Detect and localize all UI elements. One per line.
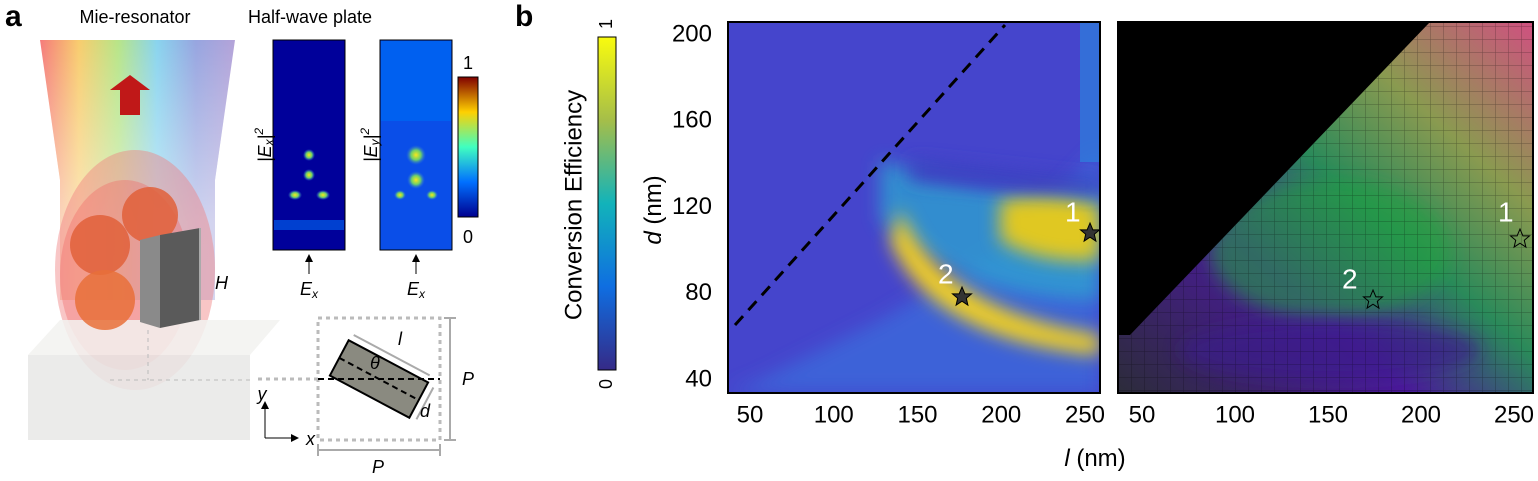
x-tick-label: 150 xyxy=(897,401,937,428)
field-colorbar xyxy=(457,76,479,218)
markers xyxy=(951,221,1531,310)
x-tick-label: 50 xyxy=(737,401,764,428)
marker-label: 1 xyxy=(1065,196,1081,227)
x-tick-label: 200 xyxy=(1401,401,1441,428)
y-tick-label: 120 xyxy=(672,193,712,220)
axis-y-label: y xyxy=(256,384,268,404)
x-tick-label: 100 xyxy=(1215,401,1255,428)
incident-label: Ex xyxy=(300,279,319,301)
resonator-title: Mie-resonator xyxy=(79,7,190,27)
field-x-label: |Ex|2 xyxy=(252,128,276,162)
panel-label: a xyxy=(5,0,22,33)
x-tick-label: 200 xyxy=(981,401,1021,428)
hwp-title: Half-wave plate xyxy=(248,7,372,27)
x-tick-label: 250 xyxy=(1065,401,1105,428)
axis-x-label: x xyxy=(305,429,316,449)
marker-label: 2 xyxy=(1342,263,1358,294)
color-map xyxy=(1117,21,1534,394)
angle-label: θ xyxy=(370,353,380,373)
efficiency-colorbar xyxy=(597,36,617,371)
x-tick-label: 250 xyxy=(1494,401,1534,428)
unit-cell-diagram xyxy=(258,316,456,456)
colorbar-max: 1 xyxy=(463,53,473,73)
period-x-label: P xyxy=(372,457,384,477)
width-label: d xyxy=(420,401,431,421)
y-tick-label: 200 xyxy=(672,20,712,47)
marker-label: 2 xyxy=(938,258,954,289)
colorbar-min: 0 xyxy=(463,227,473,247)
marker-label: 1 xyxy=(1498,196,1514,227)
efficiency-map xyxy=(727,21,1101,394)
resonator-illustration xyxy=(28,40,280,440)
field-map-y xyxy=(379,39,453,251)
x-axis-label: l (nm) xyxy=(1064,445,1125,472)
length-label: l xyxy=(398,329,403,349)
x-tick-label: 50 xyxy=(1129,401,1156,428)
y-tick-label: 160 xyxy=(672,107,712,134)
x-tick-label: 150 xyxy=(1308,401,1348,428)
field-y-label: |Ey|2 xyxy=(358,128,382,162)
panel-label: b xyxy=(515,0,533,33)
colorbar-title: Conversion Efficiency xyxy=(560,90,587,320)
period-y-label: P xyxy=(462,369,474,389)
height-label: H xyxy=(215,273,229,293)
incident-label: Ex xyxy=(407,279,426,301)
colorbar-max: 1 xyxy=(596,19,616,29)
y-tick-label: 80 xyxy=(685,279,712,306)
y-axis-label: d (nm) xyxy=(640,175,667,244)
tick-labels: 200 160 120 80 40 50 100 150 200 250 50 100 150 200 25… xyxy=(672,20,1534,428)
x-tick-label: 100 xyxy=(814,401,854,428)
colorbar-min: 0 xyxy=(596,379,616,389)
y-tick-label: 40 xyxy=(685,365,712,392)
field-map-x xyxy=(272,39,346,251)
